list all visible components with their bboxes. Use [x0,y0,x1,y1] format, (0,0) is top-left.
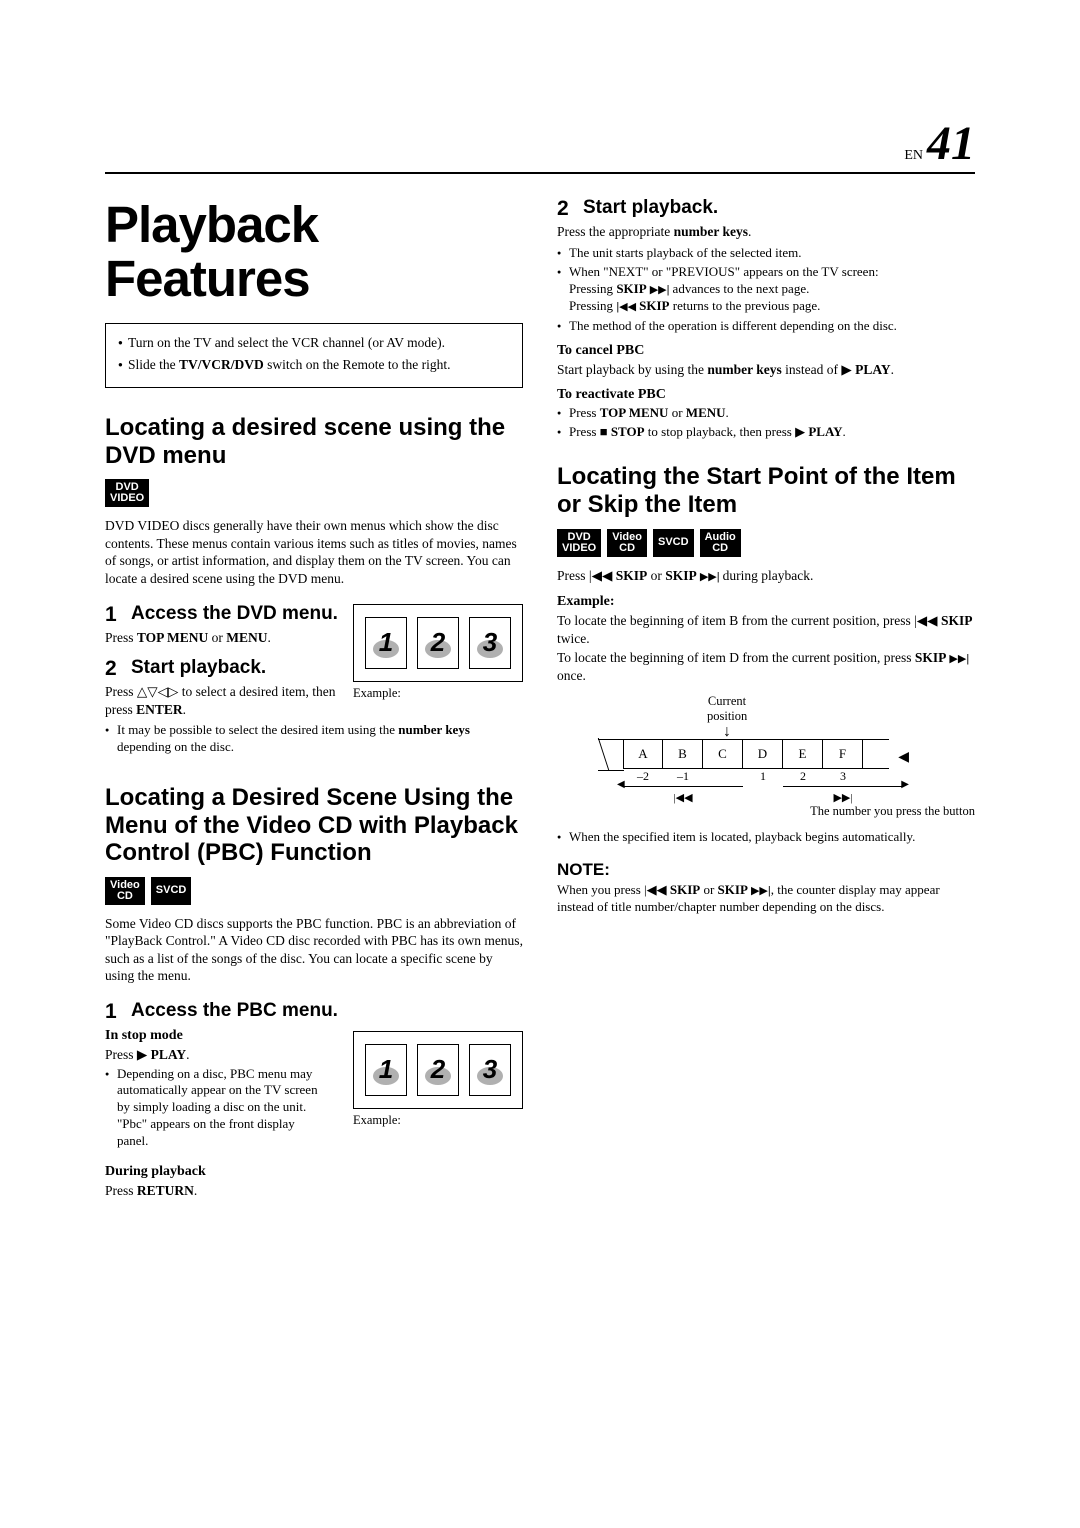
num-neg1: –1 [663,769,703,784]
section4-badges: DVDVIDEO VideoCD SVCD AudioCD [557,529,975,557]
reactivate-pbc-heading: To reactivate PBC [557,387,975,403]
note-body: When you press |◀◀ SKIP or SKIP ▶▶|, the… [557,882,975,916]
left-column: Playback Features Turn on the TV and sel… [105,198,523,1212]
intro-box: Turn on the TV and select the VCR channe… [105,323,523,388]
page-header: EN 41 [105,120,975,174]
sec4-press: Press |◀◀ SKIP or SKIP ▶▶| during playba… [557,567,975,585]
example-cell-1: 1 [365,617,407,669]
skip-prev-icon: |◀◀ [623,791,743,804]
num-2: 2 [783,769,823,784]
skip-cell-e: E [783,739,823,769]
intro-item-2: Slide the TV/VCR/DVD switch on the Remot… [118,356,510,374]
arrow-in-icon: ◀ [898,749,909,766]
react-bullet-1: Press TOP MENU or MENU. [557,405,975,422]
intro-item-1: Turn on the TV and select the VCR channe… [118,334,510,352]
note-heading: NOTE: [557,860,975,880]
auto-bullet: When the specified item is located, play… [557,829,975,846]
down-arrow-icon: ↓ [707,726,747,739]
example-label: Example: [353,686,523,701]
section2-body: Some Video CD discs supports the PBC fun… [105,915,523,985]
section1-heading: Locating a desired scene using the DVD m… [105,414,523,469]
badge4-dvd: DVDVIDEO [557,529,601,557]
sec3-bullet-1: The unit starts playback of the selected… [557,245,975,262]
page-title: Playback Features [105,198,523,305]
badge4-acd: AudioCD [700,529,741,557]
sec2-step1-title: Access the PBC menu. [131,1001,338,1022]
badge-dvd-video: DVDVIDEO [105,479,149,507]
step2-bullet: It may be possible to select the desired… [105,722,523,756]
example2-label: Example: [353,1113,523,1128]
skip-next-icon: ▶▶| [783,791,903,804]
sec2-step1-num: 1 [105,1001,121,1022]
skip-cell-a: A [623,739,663,769]
skip-cell-f: F [823,739,863,769]
step1-title: Access the DVD menu. [131,604,338,625]
section2-badges: VideoCD SVCD [105,877,523,905]
current-position-label: Current position [707,694,747,724]
sec4-ex-line1: To locate the beginning of item B from t… [557,612,975,647]
react-bullet-2: Press ■ STOP to stop playback, then pres… [557,424,975,441]
section1-example: 1 2 3 Example: [353,604,523,701]
example-cell-2: 2 [417,617,459,669]
num-neg2: –2 [623,769,663,784]
cancel-pbc-heading: To cancel PBC [557,343,975,359]
during-label: During playback [105,1164,523,1180]
skip-cell-c: C [703,739,743,769]
num-3: 3 [823,769,863,784]
sec3-step-title: Start playback. [583,198,718,219]
section2-example: 1 2 3 Example: [353,1031,523,1128]
example-cell-3: 3 [469,617,511,669]
step2-num: 2 [105,658,121,679]
skip-cell-d: D [743,739,783,769]
cancel-pbc-body: Start playback by using the number keys … [557,361,975,379]
badge4-svcd: SVCD [653,529,694,557]
during-body: Press RETURN. [105,1182,523,1200]
sec4-example-heading: Example: [557,594,975,610]
example2-cell-2: 2 [417,1044,459,1096]
example2-cell-1: 1 [365,1044,407,1096]
diagram-caption: The number you press the button [557,804,975,819]
badge-video-cd: VideoCD [105,877,145,905]
section4-heading: Locating the Start Point of the Item or … [557,463,975,518]
section1-badges: DVDVIDEO [105,479,523,507]
page-number: 41 [927,120,975,168]
badge-svcd: SVCD [151,877,192,905]
step1-num: 1 [105,604,121,625]
sec3-bullet-3: The method of the operation is different… [557,318,975,335]
arrow-right-icon [783,786,903,787]
badge4-vcd: VideoCD [607,529,647,557]
step2-title: Start playback. [131,658,266,679]
section1-body: DVD VIDEO discs generally have their own… [105,517,523,587]
section2-heading: Locating a Desired Scene Using the Menu … [105,784,523,867]
sec4-ex-line2: To locate the beginning of item D from t… [557,649,975,684]
right-column: 2 Start playback. Press the appropriate … [557,198,975,1212]
example2-cell-3: 3 [469,1044,511,1096]
page-num-prefix: EN [904,148,923,164]
sec3-body: Press the appropriate number keys. [557,223,975,241]
arrow-left-icon [623,786,743,787]
instop-bullet: Depending on a disc, PBC menu may automa… [105,1066,325,1150]
sec3-step-num: 2 [557,198,573,219]
num-1: 1 [743,769,783,784]
skip-diagram: Current position ↓ A B C D E F ◀ –2 –1 [597,694,927,804]
sec3-bullet-2: When "NEXT" or "PREVIOUS" appears on the… [557,264,975,315]
skip-cell-b: B [663,739,703,769]
